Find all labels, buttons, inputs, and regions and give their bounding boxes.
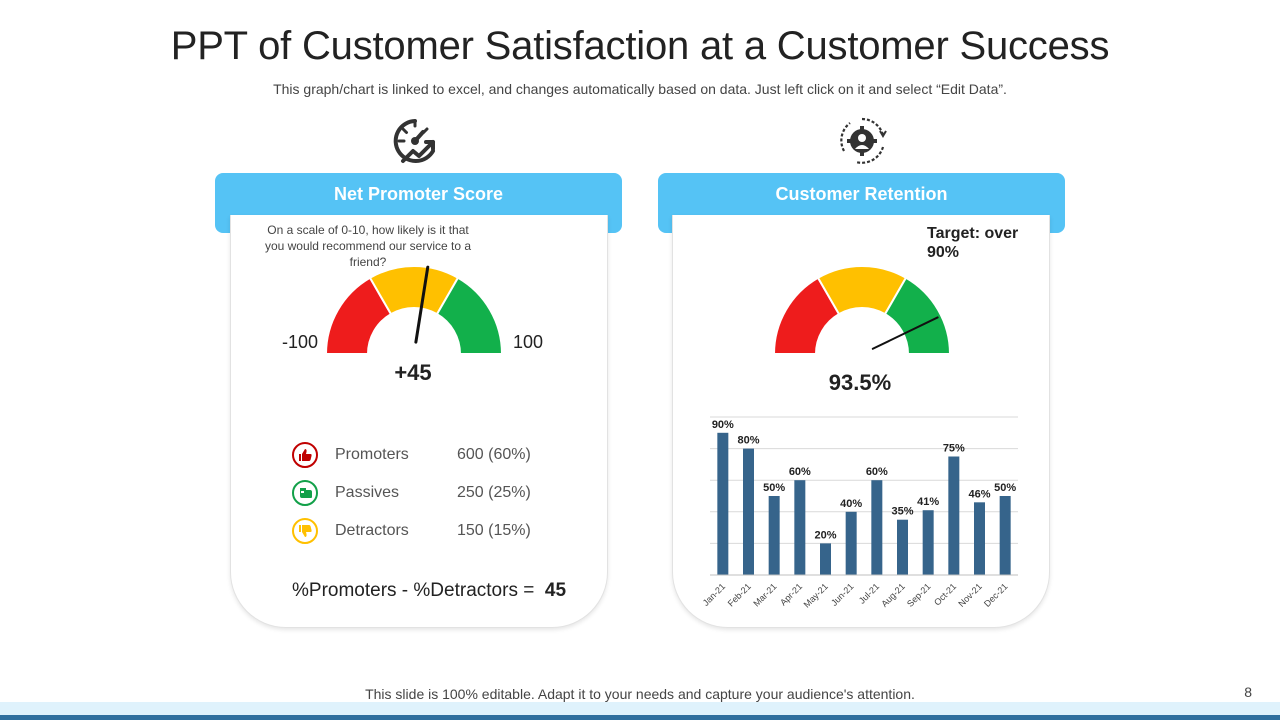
nps-gauge — [324, 265, 504, 355]
legend-passives: Passives 250 (25%) — [291, 479, 591, 507]
legend-label-detractors: Detractors — [335, 522, 409, 539]
bottom-line — [0, 715, 1280, 720]
bar-jun-21 — [845, 511, 857, 575]
bar-category-label: Oct-21 — [932, 581, 958, 607]
retention-gauge — [772, 265, 952, 355]
nps-score: +45 — [394, 360, 432, 385]
bar-oct-21 — [948, 456, 960, 575]
legend-label-passives: Passives — [335, 484, 400, 501]
nps-gauge-needle — [414, 265, 430, 344]
bar-data-label: 41% — [917, 496, 939, 508]
bar-category-label: Dec-21 — [982, 581, 1010, 609]
bar-data-label: 60% — [866, 466, 888, 478]
bar-category-label: Jan-21 — [701, 581, 728, 608]
legend-label-promoters: Promoters — [335, 446, 409, 463]
bar-may-21 — [820, 543, 831, 575]
slide-footer: This slide is 100% editable. Adapt it to… — [365, 686, 915, 702]
nps-formula-left: %Promoters - %Detractors = — [292, 580, 535, 601]
bar-category-label: Sep-21 — [905, 581, 933, 609]
bar-mar-21 — [768, 496, 780, 575]
bar-nov-21 — [974, 502, 985, 575]
nps-header-label: Net Promoter Score — [333, 184, 504, 204]
bar-category-label: Feb-21 — [726, 581, 753, 608]
bar-data-label: 80% — [737, 435, 759, 447]
retention-value: 93.5% — [828, 370, 892, 395]
legend-value-passives: 250 (25%) — [457, 484, 531, 501]
bar-category-label: Aug-21 — [879, 581, 907, 609]
legend-detractors: Detractors 150 (15%) — [291, 517, 591, 545]
bar-feb-21 — [743, 448, 754, 575]
legend-value-detractors: 150 (15%) — [457, 522, 531, 539]
legend-value-promoters: 600 (60%) — [457, 446, 531, 463]
slide-subtitle: This graph/chart is linked to excel, and… — [273, 81, 1007, 97]
retention-gauge-green-band — [883, 276, 952, 355]
retention-gauge-needle — [871, 316, 939, 350]
bar-data-label: 50% — [994, 482, 1016, 494]
bar-category-label: Jun-21 — [829, 581, 856, 608]
bar-sep-21 — [922, 510, 934, 575]
legend-promoters: Promoters 600 (60%) — [291, 441, 591, 469]
bar-data-label: 60% — [789, 466, 811, 478]
bar-category-label: Apr-21 — [778, 581, 804, 607]
bar-jan-21 — [717, 432, 729, 575]
thumb-sideways-icon — [292, 480, 318, 506]
nps-formula: %Promoters - %Detractors = 45 — [292, 580, 566, 602]
customer-cycle-gear-icon — [840, 117, 887, 164]
bar-data-label: 35% — [891, 506, 913, 518]
bar-data-label: 20% — [814, 529, 836, 541]
thumbs-up-icon — [292, 442, 318, 468]
bar-dec-21 — [999, 496, 1011, 575]
bar-aug-21 — [897, 519, 908, 575]
bar-data-label: 46% — [968, 488, 990, 500]
speedometer-growth-icon — [393, 119, 435, 163]
nps-question: On a scale of 0-10, how likely is it tha… — [264, 223, 472, 269]
bar-data-label: 90% — [712, 419, 734, 431]
bar-jul-21 — [871, 480, 883, 575]
bar-category-label: May-21 — [802, 581, 830, 609]
bar-category-label: Nov-21 — [956, 581, 984, 609]
retention-bar-chart: 90% Jan-21 80% Feb-21 50% Mar-21 60% Apr-21 20% M… — [701, 416, 1018, 610]
bar-category-label: Jul-21 — [857, 581, 881, 605]
thumbs-down-icon — [292, 518, 318, 544]
page-number: 8 — [1244, 684, 1252, 700]
bar-data-label: 50% — [763, 482, 785, 494]
bar-category-label: Mar-21 — [751, 581, 778, 608]
retention-header-label: Customer Retention — [775, 184, 948, 204]
nps-gauge-min-label: -100 — [282, 332, 319, 352]
nps-formula-result: 45 — [544, 580, 567, 601]
slide-title: PPT of Customer Satisfaction at a Custom… — [170, 24, 1110, 68]
nps-gauge-green-band — [435, 276, 504, 355]
nps-gauge-max-label: 100 — [513, 332, 544, 352]
retention-target-label: Target: over 90% — [927, 225, 1019, 261]
bar-data-label: 40% — [840, 498, 862, 510]
bar-data-label: 75% — [943, 443, 965, 455]
bar-apr-21 — [794, 480, 806, 575]
